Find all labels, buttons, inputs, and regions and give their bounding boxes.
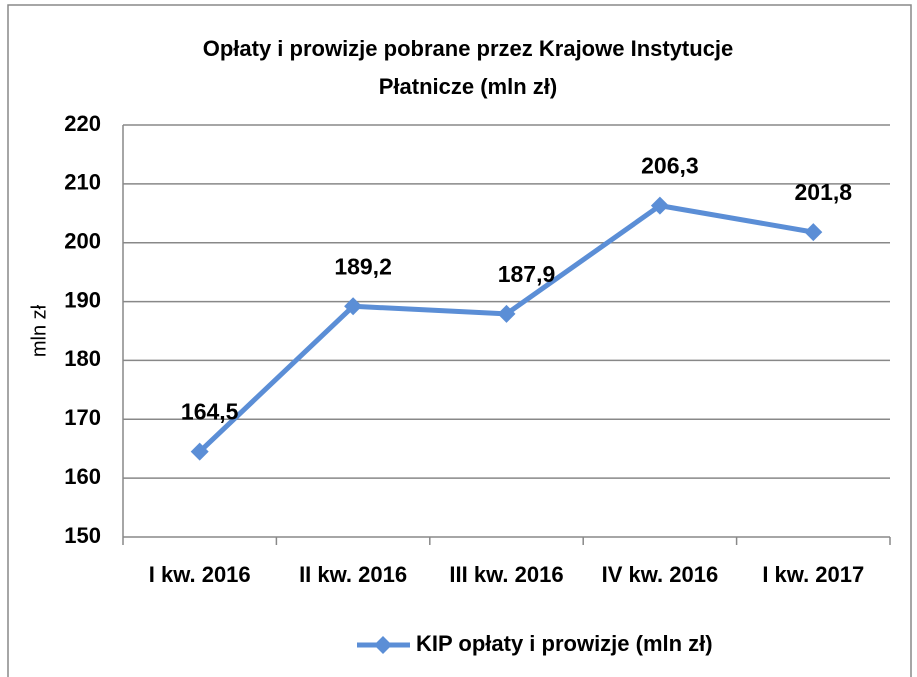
x-tick-label: I kw. 2016 <box>149 562 251 587</box>
data-label: 189,2 <box>334 253 392 279</box>
chart-frame <box>7 4 912 677</box>
data-label: 206,3 <box>641 153 699 179</box>
y-tick-label: 160 <box>64 464 101 489</box>
y-tick-label: 190 <box>64 287 101 312</box>
y-tick-label: 180 <box>64 346 101 371</box>
marker <box>650 196 669 215</box>
legend-label: KIP opłaty i prowizje (mln zł) <box>416 631 713 656</box>
y-tick-label: 210 <box>64 170 101 195</box>
x-tick-label: IV kw. 2016 <box>602 562 719 587</box>
y-tick-label: 220 <box>64 111 101 136</box>
y-tick-label: 200 <box>64 229 101 254</box>
chart-title: Opłaty i prowizje pobrane przez Krajowe … <box>203 36 734 61</box>
x-tick-label: I kw. 2017 <box>762 562 864 587</box>
y-axis-label: mln zł <box>28 304 50 357</box>
y-tick-label: 150 <box>64 523 101 548</box>
x-tick-label: II kw. 2016 <box>299 562 407 587</box>
y-tick-label: 170 <box>64 405 101 430</box>
legend-marker <box>374 636 392 654</box>
data-label: 187,9 <box>498 261 556 287</box>
data-label: 164,5 <box>181 399 239 425</box>
chart-title: Płatnicze (mln zł) <box>379 74 557 99</box>
marker <box>344 297 363 316</box>
x-tick-label: III kw. 2016 <box>449 562 563 587</box>
marker <box>804 223 823 242</box>
data-label: 201,8 <box>795 179 853 205</box>
marker <box>190 442 209 461</box>
marker <box>497 304 516 323</box>
